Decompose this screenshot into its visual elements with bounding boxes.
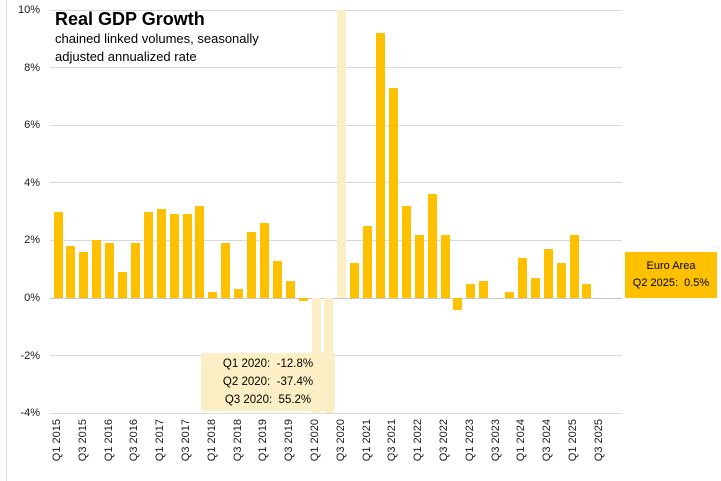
bar-q4-2023 — [505, 292, 514, 298]
bar-q1-2015 — [53, 211, 63, 298]
y-tick--4: -4% — [20, 407, 40, 420]
bar-q2-2016 — [118, 272, 127, 298]
bar-q4-2018 — [247, 231, 256, 298]
covid-annotation-box: Q1 2020: -12.8% Q2 2020: -37.4% Q3 2020:… — [201, 353, 335, 411]
bar-q3-2022 — [440, 234, 450, 298]
chart-left-border — [6, 0, 7, 481]
x-tick-q3-2016: Q3 2016 — [128, 419, 141, 462]
bar-q4-2022 — [453, 298, 463, 310]
x-tick-q3-2025: Q3 2025 — [592, 419, 605, 462]
bar-q4-2015 — [92, 240, 102, 298]
bar-q3-2021 — [388, 87, 398, 298]
annotation-q1-2020: Q1 2020: -12.8% — [222, 358, 314, 370]
bar-q3-2020 — [337, 10, 347, 298]
bar-q3-2018 — [234, 289, 244, 298]
chart-subtitle-line1: chained linked volumes, seasonally — [55, 31, 259, 46]
x-tick-q1-2015: Q1 2015 — [51, 419, 63, 462]
x-tick-q3-2019: Q3 2019 — [283, 419, 296, 462]
y-tick--2: -2% — [20, 349, 40, 362]
euro-area-callout: Euro Area Q2 2025: 0.5% — [625, 252, 717, 298]
bar-q1-2023 — [466, 283, 476, 298]
bar-q4-2019 — [298, 298, 308, 301]
x-tick-q3-2024: Q3 2024 — [541, 419, 554, 462]
bar-q2-2023 — [479, 280, 489, 298]
y-tick-4: 4% — [24, 176, 40, 189]
bar-q1-2022 — [414, 234, 424, 298]
gridline-0 — [50, 297, 622, 299]
bar-q2-2022 — [427, 194, 437, 298]
x-tick-q3-2023: Q3 2023 — [489, 419, 502, 462]
x-tick-q1-2018: Q1 2018 — [205, 419, 218, 462]
x-tick-q3-2017: Q3 2017 — [180, 419, 192, 462]
annotation-q2-2020: Q2 2020: -37.4% — [222, 376, 314, 388]
x-tick-q1-2016: Q1 2016 — [102, 419, 115, 462]
bar-q3-2016 — [130, 243, 140, 298]
x-tick-q1-2022: Q1 2022 — [412, 419, 425, 462]
title-block: Real GDP Growth chained linked volumes, … — [55, 8, 259, 66]
bar-q2-2015 — [66, 246, 76, 298]
gridline-10 — [50, 9, 622, 11]
bar-q2-2021 — [376, 33, 385, 298]
gridline--2 — [50, 355, 622, 357]
gridline--4 — [50, 412, 622, 414]
gridline-6 — [50, 124, 622, 126]
x-tick-q3-2022: Q3 2022 — [438, 419, 450, 462]
x-tick-q3-2021: Q3 2021 — [386, 419, 399, 462]
euro-area-callout-value: Q2 2025: 0.5% — [632, 277, 710, 289]
x-tick-q3-2015: Q3 2015 — [76, 419, 89, 462]
x-tick-q1-2023: Q1 2023 — [463, 419, 476, 462]
bar-q3-2024 — [543, 249, 553, 298]
y-tick-2: 2% — [24, 234, 40, 247]
x-tick-q1-2024: Q1 2024 — [515, 419, 528, 462]
bar-q1-2017 — [156, 208, 166, 298]
bar-q4-2021 — [401, 205, 411, 298]
y-tick-10: 10% — [17, 4, 40, 16]
bar-q2-2024 — [530, 277, 540, 298]
y-tick-8: 8% — [24, 61, 40, 74]
bar-q3-2019 — [285, 280, 295, 298]
euro-area-callout-title: Euro Area — [646, 260, 696, 272]
y-tick-6: 6% — [24, 119, 40, 132]
chart-title: Real GDP Growth — [55, 9, 205, 29]
bar-q2-2017 — [169, 214, 179, 298]
bar-q1-2021 — [363, 226, 373, 298]
bar-q2-2019 — [272, 260, 282, 298]
x-tick-q1-2017: Q1 2017 — [154, 419, 167, 462]
y-tick-0: 0% — [24, 292, 40, 304]
bar-q1-2025 — [569, 234, 579, 298]
bar-q4-2024 — [556, 263, 566, 298]
bar-q4-2017 — [195, 205, 205, 298]
bar-q2-2018 — [221, 243, 231, 298]
bar-q2-2025 — [582, 283, 592, 298]
bar-q4-2020 — [350, 263, 360, 298]
gridline-4 — [50, 182, 622, 184]
bar-q4-2016 — [143, 211, 153, 298]
bar-q1-2024 — [517, 257, 527, 298]
bar-q1-2018 — [208, 292, 218, 298]
x-tick-q3-2020: Q3 2020 — [334, 419, 347, 462]
x-tick-q1-2019: Q1 2019 — [257, 419, 270, 462]
bar-q1-2016 — [105, 243, 115, 298]
x-tick-q1-2020: Q1 2020 — [309, 419, 321, 462]
gridline-8 — [50, 67, 622, 69]
chart-subtitle-line2: adjusted annualized rate — [55, 49, 197, 64]
x-tick-q1-2021: Q1 2021 — [360, 419, 373, 462]
x-tick-q3-2018: Q3 2018 — [231, 419, 244, 462]
annotation-q3-2020: Q3 2020: 55.2% — [224, 394, 312, 406]
bar-q3-2015 — [79, 251, 89, 298]
bar-q3-2017 — [182, 214, 192, 298]
gridline-2 — [50, 239, 622, 241]
bar-q1-2019 — [259, 223, 269, 298]
x-tick-q1-2025: Q1 2025 — [567, 419, 579, 462]
